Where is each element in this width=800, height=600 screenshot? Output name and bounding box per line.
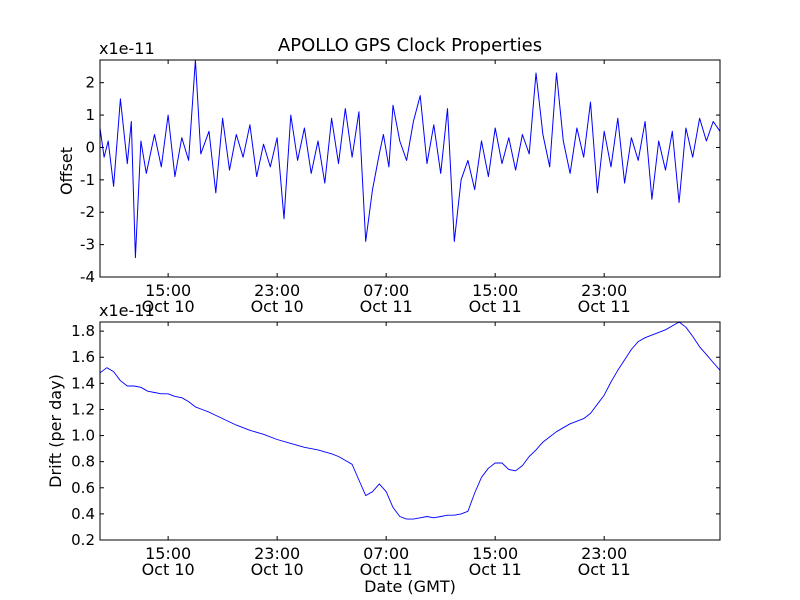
offset-x-tick-date: Oct 10: [142, 297, 195, 316]
offset-plot-area: [100, 60, 720, 259]
offset-x-tick-date: Oct 10: [251, 297, 304, 316]
drift-y-tick-label: 0.8: [71, 453, 95, 471]
drift-x-tick-date: Oct 10: [142, 560, 195, 579]
drift-x-tick-date: Oct 11: [360, 560, 413, 579]
offset-x-tick-time: 23:00: [254, 281, 300, 300]
offset-x-tick-date: Oct 11: [360, 297, 413, 316]
drift-y-tick-label: 1.6: [71, 348, 95, 366]
drift-x-tick-time: 23:00: [254, 544, 300, 563]
offset-x-tick-time: 15:00: [472, 281, 518, 300]
offset-x-tick-time: 15:00: [145, 281, 191, 300]
drift-y-tick-label: 1.4: [71, 374, 95, 392]
drift-x-tick-time: 15:00: [472, 544, 518, 563]
drift-x-label: Date (GMT): [364, 577, 456, 596]
offset-x-tick-time: 23:00: [581, 281, 627, 300]
drift-x-tick-date: Oct 10: [251, 560, 304, 579]
offset-series-line: [100, 60, 720, 259]
drift-y-tick-label: 1.8: [71, 322, 95, 340]
offset-scale-label: x1e-11: [99, 39, 155, 58]
drift-x-tick-time: 23:00: [581, 544, 627, 563]
drift-chart: x1e-11 1.8 1.6 1.4 1.2 1.0 0.8 0.6 0.4 0.2 15:00…: [46, 301, 721, 596]
drift-y-tick-label: 1.2: [71, 400, 95, 418]
drift-y-tick-label: 0.2: [71, 531, 95, 549]
offset-x-tick-date: Oct 11: [469, 297, 522, 316]
offset-y-tick-label: -3: [80, 236, 95, 254]
offset-x-tick-date: Oct 11: [578, 297, 631, 316]
offset-y-tick-label: 2: [85, 74, 95, 92]
figure-title: APOLLO GPS Clock Properties: [278, 35, 542, 56]
drift-y-tick-label: 1.0: [71, 427, 95, 445]
offset-y-ticks: 2 1 0 -1 -2 -3 -4: [80, 74, 720, 286]
offset-x-tick-time: 07:00: [363, 281, 409, 300]
offset-y-tick-label: 0: [85, 138, 95, 156]
drift-series-line: [100, 322, 720, 520]
drift-y-ticks: 1.8 1.6 1.4 1.2 1.0 0.8 0.6 0.4 0.2: [71, 322, 720, 549]
drift-axes-frame: [99, 321, 721, 541]
offset-y-tick-label: -2: [80, 203, 95, 221]
offset-y-label: Offset: [57, 147, 76, 195]
drift-x-tick-date: Oct 11: [578, 560, 631, 579]
offset-y-tick-label: -4: [80, 268, 95, 286]
drift-y-label: Drift (per day): [46, 374, 65, 488]
drift-x-tick-time: 07:00: [363, 544, 409, 563]
drift-scale-label: x1e-11: [99, 301, 155, 320]
drift-plot-area: [100, 322, 720, 520]
drift-x-tick-date: Oct 11: [469, 560, 522, 579]
offset-y-tick-label: 1: [85, 106, 95, 124]
drift-y-tick-label: 0.4: [71, 505, 95, 523]
drift-y-tick-label: 0.6: [71, 479, 95, 497]
offset-axes-frame: [99, 59, 721, 278]
drift-x-tick-time: 15:00: [145, 544, 191, 563]
offset-y-tick-label: -1: [80, 171, 95, 189]
